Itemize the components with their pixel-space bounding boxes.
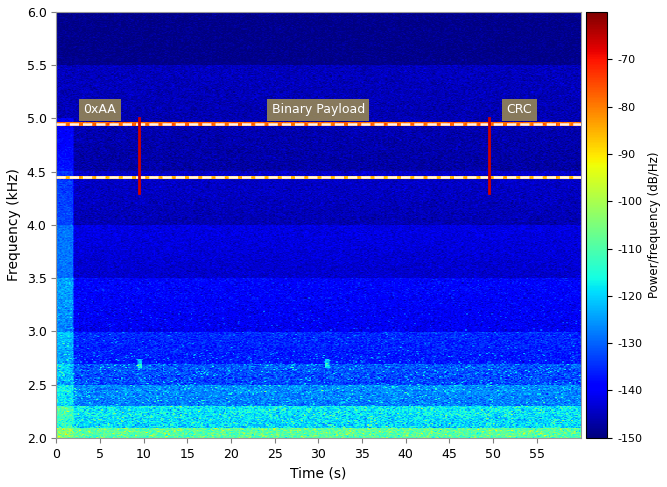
X-axis label: Time (s): Time (s)	[290, 466, 347, 480]
Y-axis label: Frequency (kHz): Frequency (kHz)	[7, 169, 21, 281]
Text: 0xAA: 0xAA	[83, 103, 116, 116]
Y-axis label: Power/frequency (dB/Hz): Power/frequency (dB/Hz)	[648, 151, 661, 298]
Text: CRC: CRC	[507, 103, 532, 116]
Text: Binary Payload: Binary Payload	[271, 103, 365, 116]
